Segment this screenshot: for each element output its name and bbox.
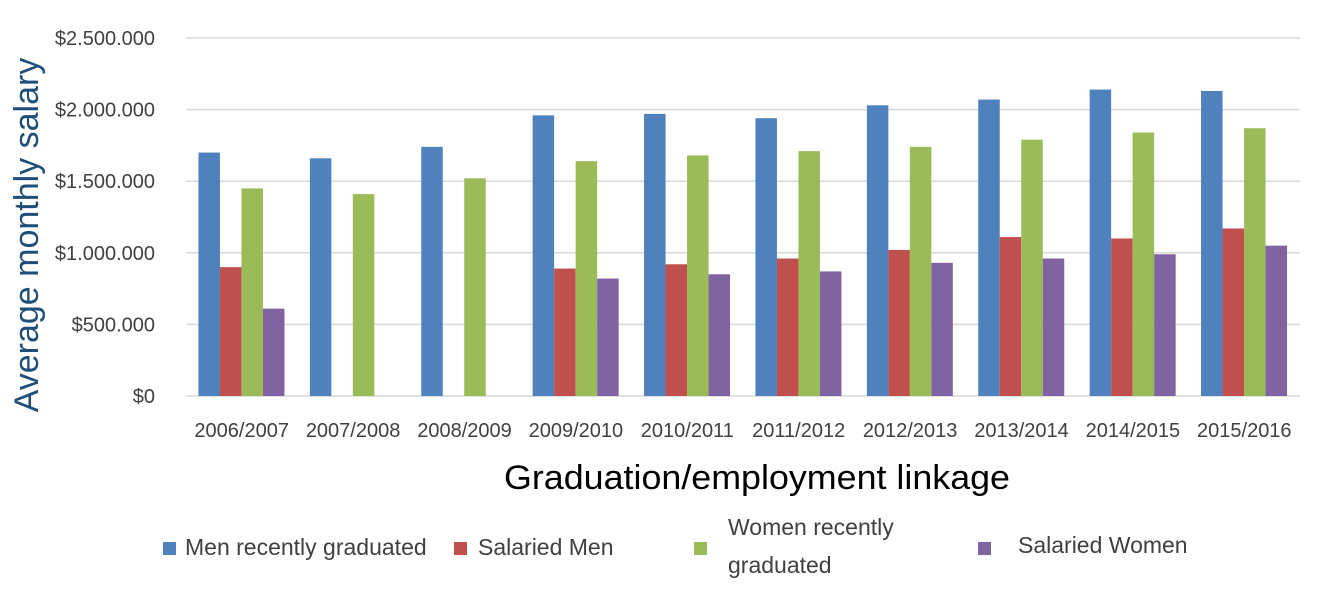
bar-salaried-men <box>776 258 799 396</box>
bar-salaried-men <box>1111 238 1133 396</box>
bar-men-recently-graduated <box>755 118 777 396</box>
bar-men-recently-graduated <box>309 158 332 396</box>
x-axis-label: Graduation/employment linkage <box>504 459 1010 497</box>
bar-women-recently-graduated <box>575 161 598 396</box>
bar-women-recently-graduated <box>798 151 820 396</box>
legend: Men recently graduated Salaried Men Women … <box>163 514 1188 578</box>
x-tick-label: 2012/2013 <box>863 420 958 442</box>
bar-men-recently-graduated <box>421 146 443 396</box>
bar-salaried-men <box>1222 228 1245 396</box>
legend-swatch <box>454 542 467 555</box>
bar-men-recently-graduated <box>1089 89 1112 396</box>
bar-men-recently-graduated <box>866 105 889 396</box>
x-tick-label: 2015/2016 <box>1197 420 1292 442</box>
y-tick-label: $0 <box>133 386 155 408</box>
x-tick-label: 2010/2011 <box>641 420 734 442</box>
bar-men-recently-graduated <box>198 152 220 396</box>
bar-salaried-women <box>597 278 619 396</box>
y-tick-label: $1.500.000 <box>55 171 155 193</box>
bar-salaried-women <box>262 308 285 396</box>
legend-label: Salaried Women <box>1018 532 1188 558</box>
y-tick-label: $500.000 <box>72 314 155 336</box>
y-axis-label: Average monthly salary <box>8 58 46 413</box>
bar-salaried-women <box>1042 258 1065 396</box>
y-tick-label: $2.000.000 <box>55 100 155 122</box>
bar-men-recently-graduated <box>1201 90 1223 396</box>
bars <box>198 89 1288 397</box>
bar-women-recently-graduated <box>464 178 486 396</box>
bar-women-recently-graduated <box>1244 128 1266 396</box>
x-tick-label: 2013/2014 <box>974 420 1069 442</box>
x-axis-ticks: 2006/2007 2007/2008 2008/2009 2009/2010 2010… <box>194 420 1291 442</box>
bar-women-recently-graduated <box>241 188 263 396</box>
bar-salaried-women <box>1265 245 1288 396</box>
legend-swatch <box>163 542 176 555</box>
legend-swatch <box>694 542 707 555</box>
bar-men-recently-graduated <box>644 113 666 397</box>
x-tick-label: 2007/2008 <box>306 420 401 442</box>
legend-label: Women recently <box>728 514 894 540</box>
bar-women-recently-graduated <box>352 194 375 396</box>
legend-label: Salaried Men <box>478 534 614 560</box>
bar-salaried-men <box>999 237 1022 396</box>
x-tick-label: 2011/2012 <box>752 420 845 442</box>
x-tick-label: 2008/2009 <box>417 420 512 442</box>
bar-men-recently-graduated <box>532 115 555 396</box>
bar-salaried-men <box>665 264 688 396</box>
bar-women-recently-graduated <box>1021 139 1043 396</box>
bar-women-recently-graduated <box>1132 132 1155 396</box>
bar-salaried-women <box>931 262 953 396</box>
legend-label: graduated <box>728 552 832 578</box>
y-tick-label: $1.000.000 <box>55 243 155 265</box>
bar-salaried-men <box>219 267 242 396</box>
bar-women-recently-graduated <box>909 146 932 396</box>
bar-women-recently-graduated <box>687 155 709 396</box>
bar-salaried-women <box>708 274 731 396</box>
x-tick-label: 2014/2015 <box>1086 420 1181 442</box>
bar-salaried-women <box>1154 254 1176 396</box>
bar-salaried-men <box>888 249 910 396</box>
y-tick-label: $2.500.000 <box>55 28 155 50</box>
bar-salaried-men <box>554 268 576 396</box>
x-tick-label: 2009/2010 <box>529 420 624 442</box>
bar-salaried-women <box>819 271 842 396</box>
x-tick-label: 2006/2007 <box>194 420 289 442</box>
legend-label: Men recently graduated <box>185 534 427 560</box>
bar-men-recently-graduated <box>978 99 1000 397</box>
y-axis-ticks: $0 $500.000 $1.000.000 $1.500.000 $2.000.000… <box>55 28 155 408</box>
legend-swatch <box>978 542 991 555</box>
